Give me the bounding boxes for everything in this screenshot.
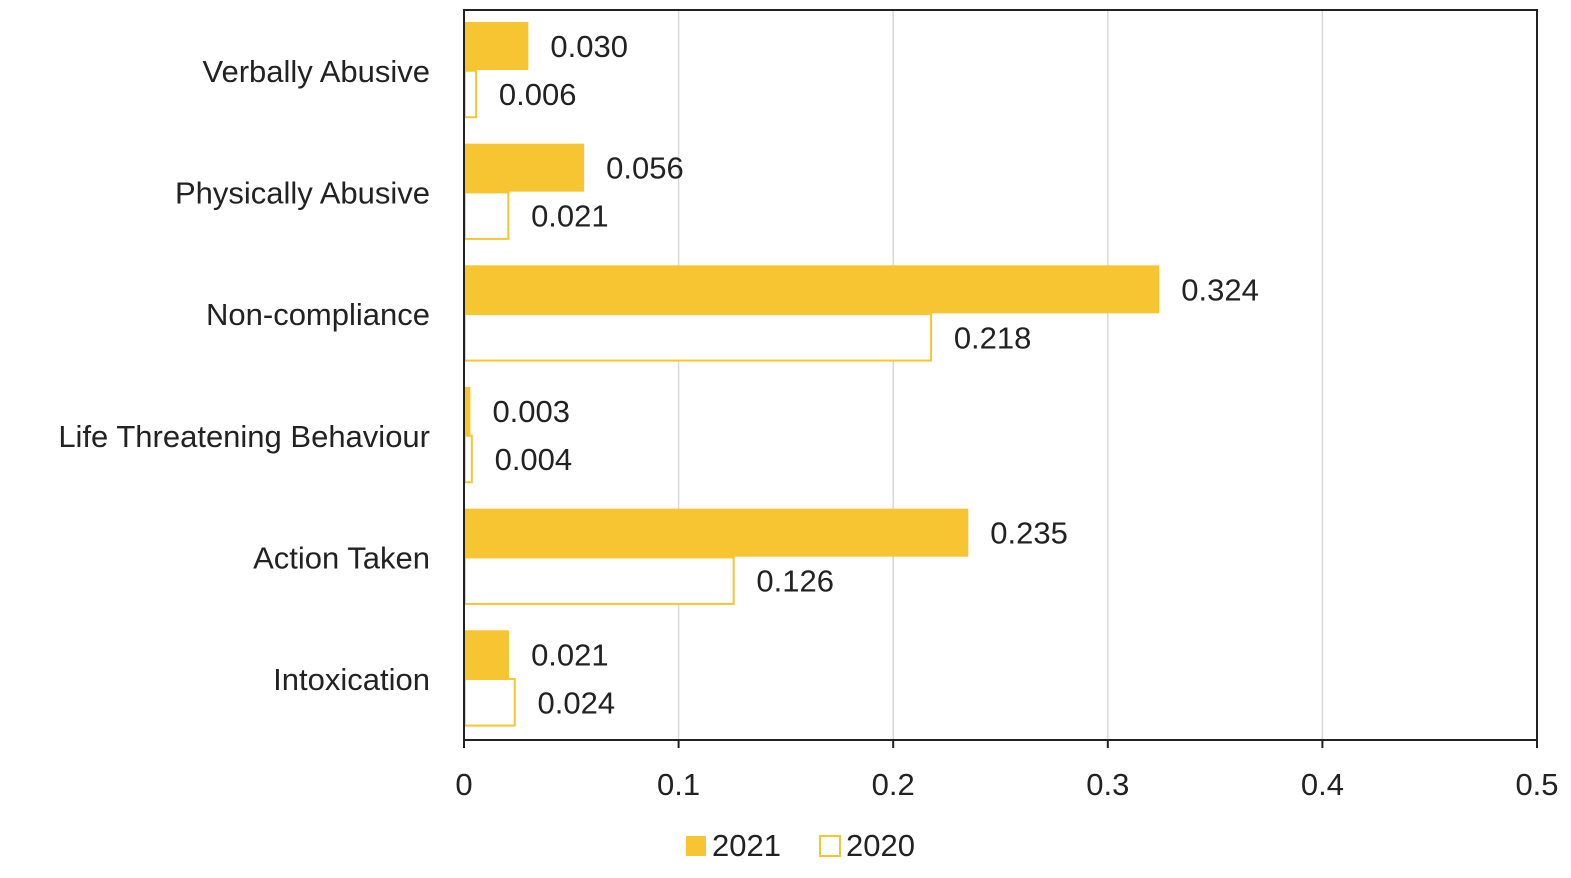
value-label-2020-0: 0.006 [499, 77, 577, 112]
legend-label-2021: 2021 [712, 828, 781, 863]
legend-swatch-2021 [686, 836, 706, 856]
value-label-2020-4: 0.126 [756, 564, 834, 599]
bars [463, 22, 1160, 727]
value-label-2020-5: 0.024 [538, 685, 616, 720]
legend-swatch-2020 [819, 835, 841, 857]
value-label-2020-2: 0.218 [954, 320, 1032, 355]
bar-2020-1 [463, 191, 510, 240]
bar-2020-0 [463, 69, 478, 119]
legend: 2021 2020 [686, 828, 915, 863]
bar-2020-5 [463, 678, 516, 727]
value-label-2021-2: 0.324 [1181, 272, 1259, 307]
bar-2021-0 [464, 22, 529, 70]
category-label-2: Non-compliance [206, 297, 430, 332]
x-tick-label-3: 0.3 [1086, 767, 1129, 802]
gridlines [677, 10, 1324, 740]
legend-label-2020: 2020 [846, 828, 915, 863]
value-label-2021-4: 0.235 [990, 516, 1068, 551]
value-label-2021-0: 0.030 [550, 29, 628, 64]
bar-2021-1 [464, 143, 585, 192]
value-label-2020-1: 0.021 [531, 199, 609, 234]
bar-2020-4 [463, 556, 735, 605]
x-tick-label-5: 0.5 [1515, 767, 1558, 802]
value-label-2020-3: 0.004 [495, 442, 573, 477]
value-label-2021-1: 0.056 [606, 151, 684, 186]
bar-2021-2 [464, 265, 1160, 314]
labels: 0.030 0.006 Verbally Abusive 0.056 0.021 Phys… [58, 29, 1558, 802]
plot-frame [463, 9, 1538, 748]
plot-border [463, 9, 1538, 741]
x-tick-label-2: 0.2 [872, 767, 915, 802]
category-label-4: Action Taken [253, 541, 430, 576]
x-tick-label-0: 0 [455, 767, 472, 802]
category-label-0: Verbally Abusive [203, 54, 430, 89]
category-label-1: Physically Abusive [175, 176, 430, 211]
bar-2021-3 [464, 387, 471, 435]
x-tick-label-4: 0.4 [1301, 767, 1344, 802]
bar-2020-3 [463, 434, 473, 484]
bar-2021-4 [464, 508, 969, 557]
bar-2020-2 [463, 313, 933, 362]
value-label-2021-3: 0.003 [492, 394, 570, 429]
bar-2021-5 [464, 630, 510, 679]
category-label-3: Life Threatening Behaviour [58, 419, 430, 454]
value-label-2021-5: 0.021 [531, 637, 609, 672]
category-label-5: Intoxication [273, 662, 430, 697]
x-tick-label-1: 0.1 [657, 767, 700, 802]
